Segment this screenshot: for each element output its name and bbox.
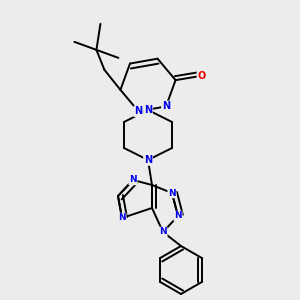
Text: N: N bbox=[168, 188, 176, 197]
Text: N: N bbox=[118, 214, 126, 223]
Text: N: N bbox=[144, 105, 152, 115]
Text: O: O bbox=[197, 71, 206, 81]
Text: N: N bbox=[162, 101, 170, 111]
Text: N: N bbox=[134, 106, 142, 116]
Text: N: N bbox=[159, 227, 167, 236]
Text: N: N bbox=[129, 176, 137, 184]
Text: N: N bbox=[174, 212, 182, 220]
Text: N: N bbox=[144, 155, 152, 165]
